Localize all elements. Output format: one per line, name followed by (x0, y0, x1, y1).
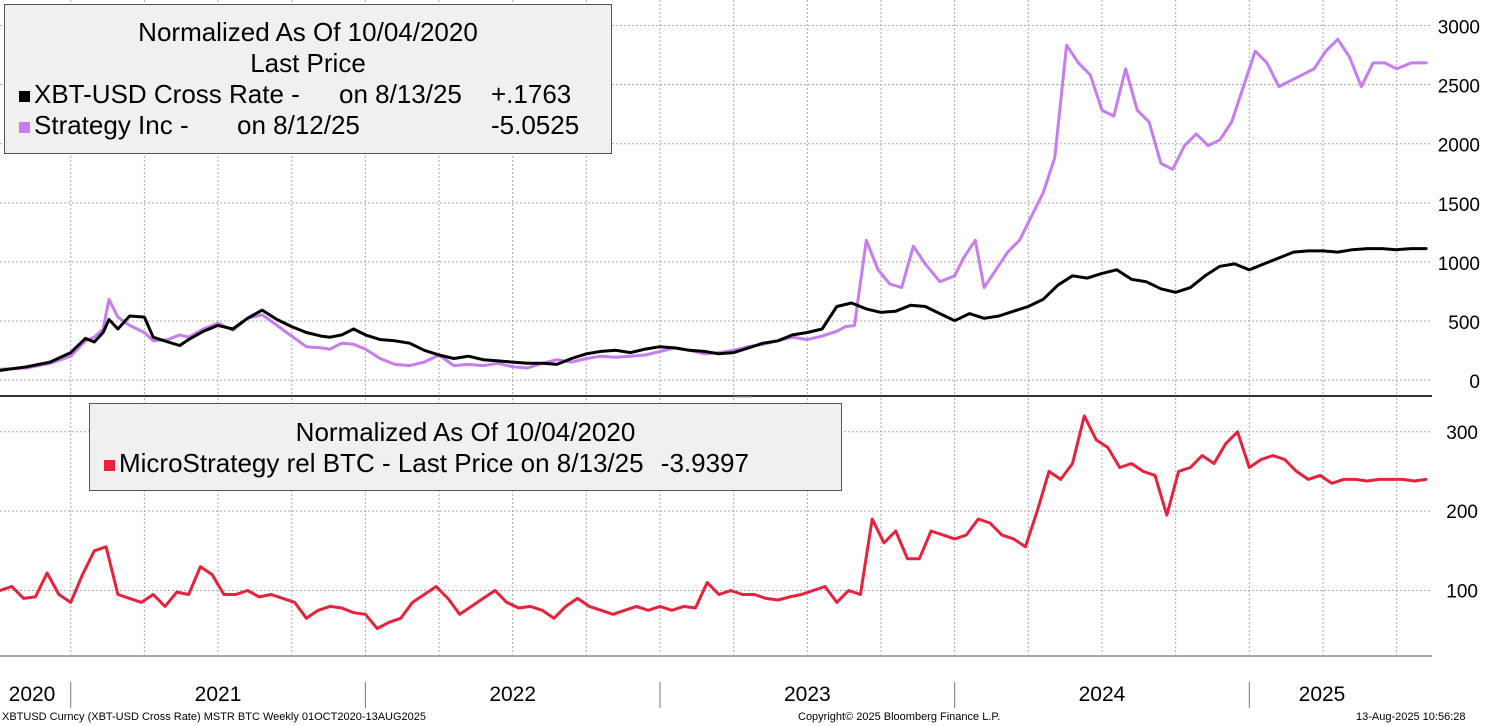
y-tick-label-top: 1000 (1438, 254, 1480, 275)
y-tick-label-bottom: 100 (1446, 582, 1478, 603)
footer-source: XBTUSD Curncy (XBT-USD Cross Rate) MSTR … (2, 711, 427, 723)
y-tick-label-bottom: 300 (1446, 423, 1478, 444)
x-axis: 2020 2021 2022 2023 2024 2025 (9, 682, 1346, 708)
footer-copyright: Copyright© 2025 Bloomberg Finance L.P. (798, 711, 1001, 723)
top-y-axis: 0 500 1000 1500 2000 2500 3000 (1438, 17, 1480, 393)
legend-swatch-mstr (19, 122, 30, 133)
y-tick-label-top: 3000 (1438, 17, 1480, 38)
bottom-y-axis: 100 200 300 (1446, 423, 1478, 603)
top-legend-title: Normalized As Of 10/04/2020 (138, 17, 478, 47)
bottom-legend[interactable]: Normalized As Of 10/04/2020 MicroStrateg… (89, 403, 842, 491)
legend-date-btc: on 8/13/25 (339, 79, 462, 109)
x-tick-label: 2024 (1079, 683, 1126, 706)
top-legend[interactable]: Normalized As Of 10/04/2020 Last Price X… (4, 4, 612, 154)
x-tick-label: 2021 (195, 683, 242, 706)
legend-row-btc: XBT-USD Cross Rate - on 8/13/25 +.1763 (5, 79, 611, 110)
y-tick-label-top: 500 (1448, 313, 1480, 334)
footer-timestamp: 13-Aug-2025 10:56:28 (1356, 711, 1466, 723)
x-tick-label: 2022 (489, 683, 536, 706)
bottom-panel-series (0, 414, 1428, 631)
x-tick-label: 2020 (9, 683, 56, 706)
x-tick-label: 2025 (1299, 683, 1346, 706)
legend-label-btc: XBT-USD Cross Rate - (34, 79, 300, 109)
legend-label-rel: MicroStrategy rel BTC - Last Price on 8/… (119, 448, 644, 478)
y-tick-label-top: 2500 (1438, 77, 1480, 98)
y-tick-label-top: 1500 (1438, 195, 1480, 216)
bottom-legend-title: Normalized As Of 10/04/2020 (295, 417, 636, 447)
series-line-microstrategy-rel-btc (0, 414, 1428, 631)
y-tick-label-bottom: 200 (1446, 502, 1478, 523)
legend-swatch-rel (104, 460, 115, 471)
legend-row-rel: MicroStrategy rel BTC - Last Price on 8/… (90, 448, 841, 479)
top-panel-series (0, 37, 1428, 372)
legend-value-btc: +.1763 (491, 79, 572, 109)
legend-value-rel: -3.9397 (660, 448, 749, 478)
top-legend-subtitle: Last Price (250, 48, 366, 78)
series-line-xbt-usd-cross-rate (0, 247, 1428, 372)
y-tick-label-top: 2000 (1438, 136, 1480, 157)
legend-label-mstr: Strategy Inc - (34, 110, 189, 140)
legend-date-mstr: on 8/12/25 (237, 110, 360, 140)
legend-row-mstr: Strategy Inc - on 8/12/25 -5.0525 (5, 110, 611, 141)
x-tick-label: 2023 (784, 683, 831, 706)
legend-value-mstr: -5.0525 (491, 110, 580, 140)
legend-swatch-btc (19, 91, 30, 102)
y-tick-label-top: 0 (1469, 372, 1480, 393)
